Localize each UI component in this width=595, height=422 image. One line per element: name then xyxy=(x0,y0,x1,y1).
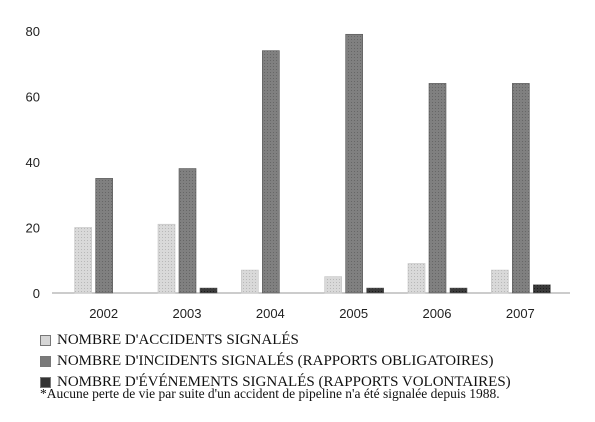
legend-label-accidents: NOMBRE D'ACCIDENTS SIGNALÉS xyxy=(57,332,299,348)
y-tick-label: 0 xyxy=(33,286,40,301)
y-tick-label: 60 xyxy=(26,90,40,105)
bar-events-2005 xyxy=(366,287,384,294)
y-tick-label: 40 xyxy=(26,155,40,170)
bar-accidents-2007 xyxy=(491,269,509,294)
legend-label-incidents: NOMBRE D'INCIDENTS SIGNALÉS (RAPPORTS OB… xyxy=(57,353,494,369)
legend-label-events: NOMBRE D'ÉVÉNEMENTS SIGNALÉS (RAPPORTS V… xyxy=(57,374,511,390)
x-tick-label: 2007 xyxy=(506,306,535,321)
legend-item-accidents: NOMBRE D'ACCIDENTS SIGNALÉS xyxy=(40,330,590,351)
legend-swatch-incidents xyxy=(40,356,51,367)
bar-incidents-2006 xyxy=(428,83,447,294)
bar-incidents-2005 xyxy=(345,33,363,294)
bar-incidents-2004 xyxy=(262,50,280,294)
bar-events-2006 xyxy=(449,287,468,294)
legend: NOMBRE D'ACCIDENTS SIGNALÉS NOMBRE D'INC… xyxy=(40,330,590,393)
x-tick-label: 2002 xyxy=(89,306,118,321)
bar-accidents-2005 xyxy=(324,276,342,294)
legend-item-incidents: NOMBRE D'INCIDENTS SIGNALÉS (RAPPORTS OB… xyxy=(40,351,590,372)
bar-accidents-2003 xyxy=(157,223,176,294)
y-tick-label: 20 xyxy=(26,221,40,236)
bar-events-2003 xyxy=(199,287,218,294)
legend-swatch-events xyxy=(40,377,51,388)
bar-events-2007 xyxy=(533,284,551,294)
bar-incidents-2007 xyxy=(512,83,530,294)
x-tick-label: 2003 xyxy=(173,306,202,321)
legend-swatch-accidents xyxy=(40,335,51,346)
bar-incidents-2003 xyxy=(178,168,197,294)
y-tick-label: 80 xyxy=(26,24,40,39)
x-tick-label: 2006 xyxy=(423,306,452,321)
x-tick-label: 2004 xyxy=(256,306,285,321)
x-tick-label: 2005 xyxy=(339,306,368,321)
bar-accidents-2002 xyxy=(74,227,92,294)
bar-incidents-2002 xyxy=(95,178,113,294)
bar-accidents-2006 xyxy=(407,263,426,294)
bar-accidents-2004 xyxy=(241,269,259,294)
legend-item-events: NOMBRE D'ÉVÉNEMENTS SIGNALÉS (RAPPORTS V… xyxy=(40,372,590,393)
footnote: *Aucune perte de vie par suite d'un acci… xyxy=(40,386,500,401)
